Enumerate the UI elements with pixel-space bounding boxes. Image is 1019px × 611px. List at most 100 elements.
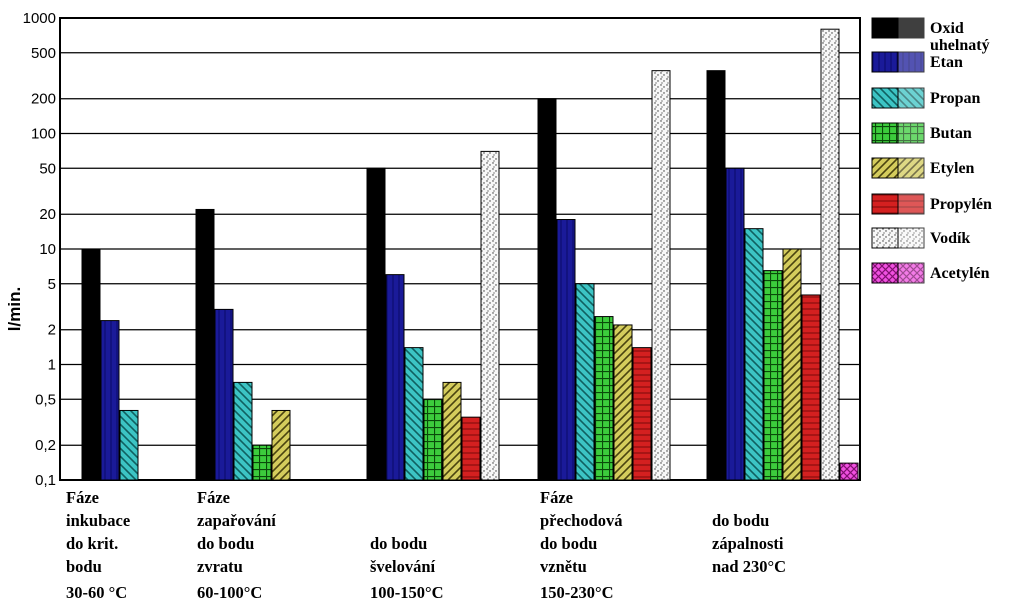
bar-etan-group-0 [100,320,120,481]
category-label: do bodu [712,511,769,530]
legend-label: Oxid [930,20,964,37]
category-label: Fáze [66,488,99,507]
category-label: 30-60 °C [66,583,127,602]
category-label: do bodu [370,534,427,553]
bar-etan-group-4 [725,167,745,481]
bar-oxid-uhelnatý-group-3 [537,98,557,481]
category-label: inkubace [66,511,130,530]
y-tick-label: 500 [31,45,56,62]
bar-oxid-uhelnatý-group-2 [366,167,386,481]
legend-swatch-light [897,227,925,249]
category-label: 150-230°C [540,583,614,602]
legend-item: Propan [871,87,980,109]
bar-propan-group-4 [744,228,764,481]
legend-swatch [871,87,899,109]
category-label: do bodu [540,534,597,553]
category-label: vznětu [540,557,587,576]
category-label: zapařování [197,511,276,530]
bar-butan-group-2 [423,398,443,481]
y-tick-label: 1000 [23,10,56,27]
bar-butan-group-3 [594,316,614,481]
category-label: Fáze [197,488,230,507]
bar-propan-group-3 [575,283,595,481]
legend-label: Acetylén [930,265,990,282]
bar-etan-group-3 [556,219,576,481]
legend-swatch [871,157,899,179]
category-label: Fáze [540,488,573,507]
y-tick-label: 1 [48,357,56,374]
category-label: přechodová [540,511,623,530]
y-tick-label: 0,1 [35,472,56,489]
y-tick-label: 100 [31,126,56,143]
bar-etylen-group-3 [613,324,633,481]
grid-lines [60,52,860,446]
y-tick-label: 0,5 [35,391,56,408]
bar-butan-group-4 [763,270,783,481]
category-label: do bodu [197,534,254,553]
y-tick-label: 50 [39,160,56,177]
category-label: 100-150°C [370,583,444,602]
legend-swatch-light [897,157,925,179]
category-label: švelování [370,557,436,576]
bar-acetylén-group-4 [839,462,859,481]
bar-vodík-group-4 [820,28,840,481]
y-tick-label: 0,2 [35,437,56,454]
category-labels: Fáze inkubace do krit. bodu 30-60 °C Fáze zapa… [66,488,786,602]
legend-item: Butan [871,122,972,144]
legend-swatch [871,262,899,284]
y-tick-label: 2 [48,322,56,339]
bar-propan-group-2 [404,347,424,481]
legend-item: Propylén [871,193,992,215]
bar-etylen-group-1 [271,409,291,481]
legend-item: Acetylén [871,262,990,284]
bar-butan-group-1 [252,444,272,481]
legend-swatch-light [897,122,925,144]
legend-label: Propylén [930,196,992,213]
bar-etan-group-1 [214,308,234,481]
bar-propylén-group-2 [461,416,481,481]
bar-oxid-uhelnatý-group-1 [195,208,215,481]
legend-swatch-light [897,51,925,73]
legend-swatch [871,193,899,215]
bar-propan-group-1 [233,381,253,481]
legend-swatch [871,51,899,73]
bar-etan-group-2 [385,274,405,481]
legend-item: Etylen [871,157,975,179]
legend-label: uhelnatý [930,37,990,54]
legend-swatch [871,227,899,249]
y-tick-label: 20 [39,206,56,223]
category-label: zvratu [197,557,243,576]
y-tick-label: 5 [48,276,56,293]
bar-propylén-group-4 [801,294,821,481]
category-label: 60-100°C [197,583,262,602]
bar-vodík-group-3 [651,70,671,481]
category-label: do krit. [66,534,118,553]
y-tick-label: 10 [39,241,56,258]
legend-swatch-light [897,262,925,284]
legend-swatch [871,17,899,39]
legend-swatch [871,122,899,144]
legend-label: Vodík [930,230,970,247]
legend-item: Vodík [871,227,970,249]
legend-swatch-light [897,193,925,215]
bars [81,28,859,481]
y-tick-label: 200 [31,91,56,108]
category-label: nad 230°C [712,557,786,576]
bar-propylén-group-3 [632,347,652,481]
bar-propan-group-0 [119,409,139,481]
bar-etylen-group-4 [782,248,802,481]
bar-vodík-group-2 [480,150,500,481]
bar-oxid-uhelnatý-group-0 [81,248,101,481]
legend-label: Propan [930,90,980,107]
bar-etylen-group-2 [442,381,462,481]
legend-item: Etan [871,51,963,73]
legend-swatch-light [897,87,925,109]
y-axis-title: l/min. [5,287,24,331]
y-axis-ticks: 0,1 0,2 0,5 1 2 5 10 20 50 100 200 500 1000 [23,10,56,489]
legend-swatch-light [897,17,925,39]
legend-label: Etylen [930,160,975,177]
category-label: bodu [66,557,102,576]
